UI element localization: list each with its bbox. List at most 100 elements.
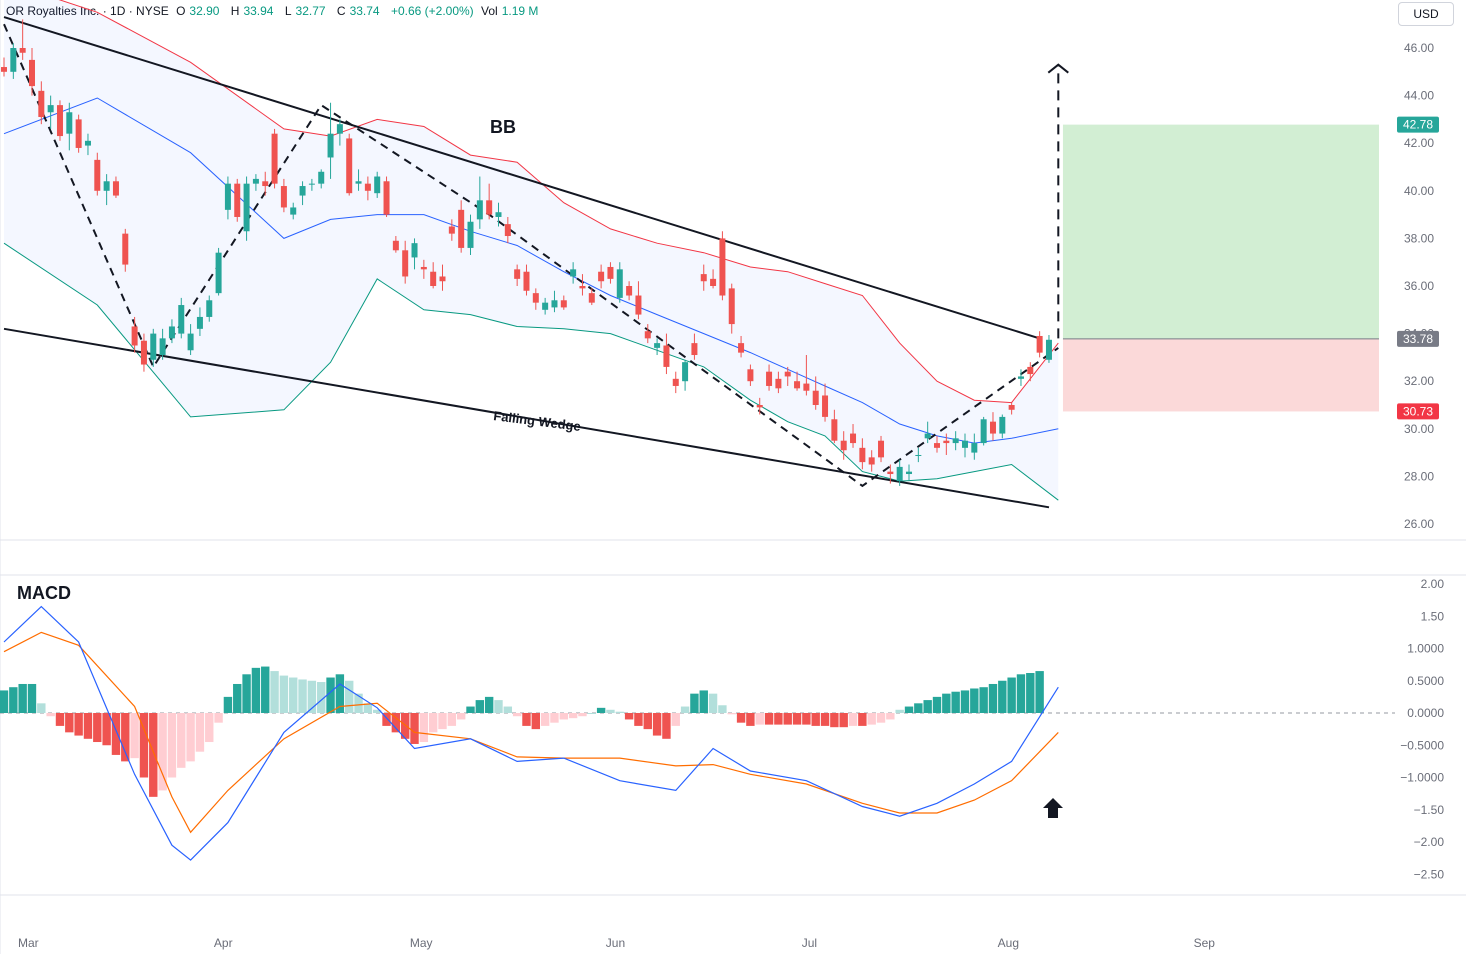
candle <box>1045 335 1052 363</box>
macd-histogram-bar <box>354 693 363 713</box>
bb-annotation: BB <box>490 117 516 137</box>
candle-body <box>131 326 138 346</box>
candle-body <box>999 416 1006 434</box>
candle-body <box>159 338 166 356</box>
candle <box>411 238 418 270</box>
candle-body <box>579 286 586 289</box>
candle-body <box>168 326 175 339</box>
macd-histogram-bar <box>251 667 261 713</box>
candle-body <box>346 138 353 194</box>
macd-histogram-bar <box>634 713 643 726</box>
candle <box>66 102 73 151</box>
candle <box>775 371 782 394</box>
month-label: Sep <box>1194 936 1216 950</box>
candle <box>691 333 698 360</box>
candle <box>84 133 91 156</box>
macd-tick-label: 0.0000 <box>1407 706 1444 720</box>
macd-histogram-bar <box>1026 673 1035 713</box>
projection-arrowhead <box>1047 63 1069 74</box>
candle-body <box>448 226 455 234</box>
candle <box>299 181 306 206</box>
candle-body <box>84 140 91 146</box>
candle-body <box>766 371 773 386</box>
macd-histogram-bar <box>708 693 718 713</box>
candle <box>868 450 875 472</box>
bollinger-lower-line <box>3 242 1059 501</box>
candle <box>542 297 549 315</box>
candle-body <box>374 176 381 194</box>
candle-body <box>803 383 810 391</box>
candle <box>607 262 614 284</box>
candle <box>224 176 231 220</box>
macd-histogram-bar <box>624 713 634 720</box>
macd-histogram-bar <box>37 703 46 713</box>
candle-body <box>887 471 894 475</box>
candle-body <box>616 269 623 298</box>
last-price-tag: 33.78 <box>1403 332 1433 346</box>
macd-histogram-bar <box>484 696 494 713</box>
candle-body <box>523 271 530 291</box>
candle-body <box>112 181 119 196</box>
macd-histogram-bar <box>111 713 121 755</box>
candle-body <box>570 269 577 277</box>
candle <box>588 288 595 306</box>
macd-histogram-bar <box>923 700 932 713</box>
candle-body <box>271 133 278 184</box>
macd-histogram-bar <box>783 713 792 725</box>
candle <box>355 169 362 191</box>
candle-body <box>598 271 605 282</box>
macd-tick-label: 2.00 <box>1421 577 1445 591</box>
currency-button[interactable]: USD <box>1398 2 1454 26</box>
macd-title: MACD <box>17 583 71 603</box>
candle-body <box>10 48 17 72</box>
macd-histogram-bar <box>951 691 960 713</box>
macd-histogram-bar <box>876 713 886 723</box>
candle-body <box>719 238 726 296</box>
candle-body <box>94 159 101 191</box>
candle <box>159 328 166 360</box>
macd-histogram-bar <box>904 706 914 713</box>
month-label: May <box>410 936 433 950</box>
candle <box>467 214 474 256</box>
macd-histogram-bar <box>998 680 1007 713</box>
candle-body <box>878 440 885 458</box>
macd-histogram-bar <box>587 713 596 714</box>
macd-histogram-bar <box>662 713 671 739</box>
price-tick-label: 30.00 <box>1404 422 1434 436</box>
macd-histogram-bar <box>298 679 307 713</box>
candle <box>532 288 539 310</box>
candle-body <box>364 183 371 191</box>
macd-histogram-bar <box>363 703 373 713</box>
candle-body <box>896 466 903 482</box>
candle-body <box>355 181 362 184</box>
candle <box>103 174 110 206</box>
candle <box>579 274 586 296</box>
month-label: Mar <box>18 936 39 950</box>
macd-histogram-bar <box>774 713 783 725</box>
candle <box>75 114 82 153</box>
macd-histogram-bar <box>764 713 774 725</box>
candle <box>738 335 745 358</box>
macd-histogram-bar <box>596 707 606 713</box>
candle-body <box>794 381 801 389</box>
open-value: 32.90 <box>189 4 220 18</box>
candle <box>943 433 950 455</box>
candle <box>234 178 241 222</box>
candle-body <box>504 224 511 237</box>
candle <box>551 290 558 313</box>
candle-body <box>458 209 465 248</box>
candle <box>178 297 185 339</box>
candle <box>980 416 987 446</box>
macd-histogram-bar <box>1016 674 1026 713</box>
candle-body <box>392 240 399 251</box>
candle-body <box>924 433 931 439</box>
macd-histogram-bar <box>177 713 186 768</box>
macd-histogram-bar <box>671 713 680 726</box>
macd-histogram-bar <box>531 713 541 730</box>
macd-histogram-bar <box>419 713 429 743</box>
macd-histogram-bar <box>242 674 251 713</box>
candle <box>420 259 427 279</box>
macd-histogram-bar <box>820 713 830 726</box>
month-label: Jul <box>802 936 817 950</box>
